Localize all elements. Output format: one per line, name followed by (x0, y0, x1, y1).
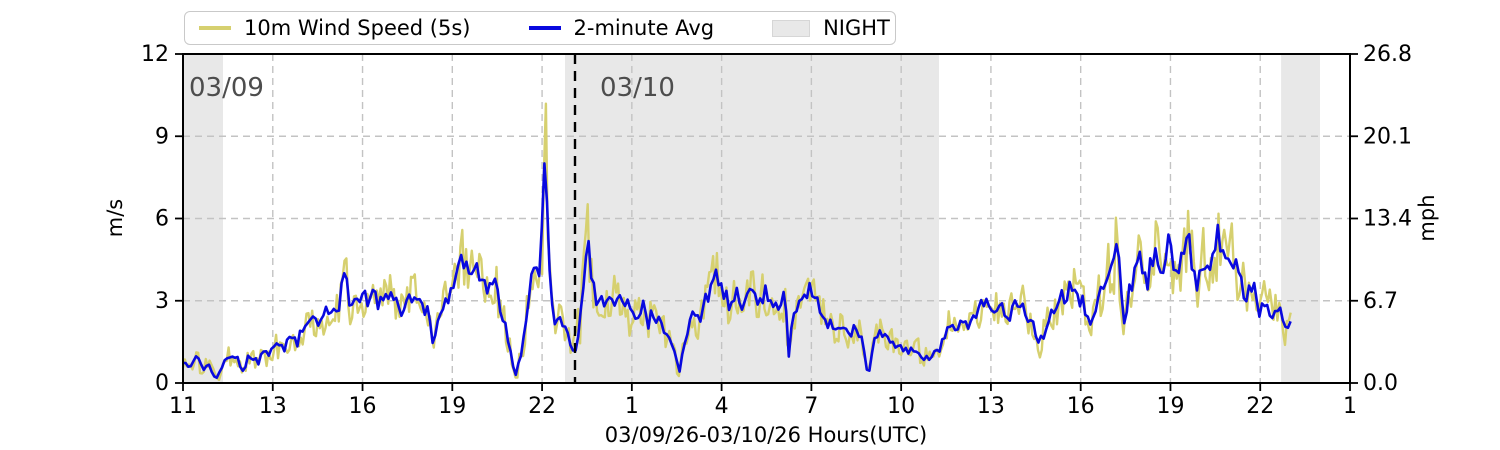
legend-item-night: NIGHT (772, 16, 890, 40)
x-tick-label: 11 (169, 394, 197, 419)
legend-label-wind-5s: 10m Wind Speed (5s) (244, 16, 471, 40)
avg-2min-line (182, 162, 1292, 379)
day-label-0309: 03/09 (189, 73, 264, 103)
y-tick-label-left: 0 (155, 371, 169, 396)
y-tick-label-left: 9 (155, 124, 169, 149)
x-tick-label: 4 (715, 394, 729, 419)
x-tick-label: 22 (528, 394, 556, 419)
x-tick-label: 19 (1156, 394, 1184, 419)
x-tick-label: 16 (349, 394, 377, 419)
y-axis-label-right: mph (1415, 194, 1439, 241)
axis-ticks: 11 13 16 19 22 1 4 7 10 13 16 19 22 10 0.03 6.76 13.49 20… (141, 42, 1412, 419)
avg-line-swatch (528, 26, 561, 30)
y-tick-label-left: 6 (155, 207, 169, 232)
legend-item-2min-avg: 2-minute Avg (528, 16, 715, 40)
night-patch-swatch (772, 19, 811, 37)
y-tick-label-right: 26.8 (1363, 42, 1412, 67)
y-tick-label-left: 3 (155, 289, 169, 314)
x-tick-label: 16 (1067, 394, 1095, 419)
y-tick-label-left: 12 (141, 42, 169, 67)
x-tick-label: 22 (1246, 394, 1274, 419)
x-tick-label: 13 (259, 394, 287, 419)
y-tick-label-right: 6.7 (1363, 289, 1398, 314)
y-tick-label-right: 13.4 (1363, 207, 1412, 232)
wind-5s-line-swatch (199, 26, 231, 30)
legend-label-night: NIGHT (823, 16, 890, 40)
x-tick-label: 10 (887, 394, 915, 419)
day-label-0310: 03/10 (600, 73, 675, 103)
x-axis-label: 03/09/26-03/10/26 Hours(UTC) (605, 423, 927, 447)
x-tick-label: 13 (977, 394, 1005, 419)
y-tick-label-right: 0.0 (1363, 371, 1398, 396)
legend: 10m Wind Speed (5s) 2-minute Avg NIGHT (184, 11, 896, 45)
legend-item-wind-5s: 10m Wind Speed (5s) (199, 16, 471, 40)
x-tick-label: 19 (438, 394, 466, 419)
y-tick-label-right: 20.1 (1363, 124, 1412, 149)
x-tick-label: 7 (804, 394, 818, 419)
y-axis-label-left: m/s (103, 199, 127, 237)
legend-label-2min-avg: 2-minute Avg (573, 16, 715, 40)
x-tick-label: 1 (625, 394, 639, 419)
x-tick-label: 1 (1343, 394, 1357, 419)
